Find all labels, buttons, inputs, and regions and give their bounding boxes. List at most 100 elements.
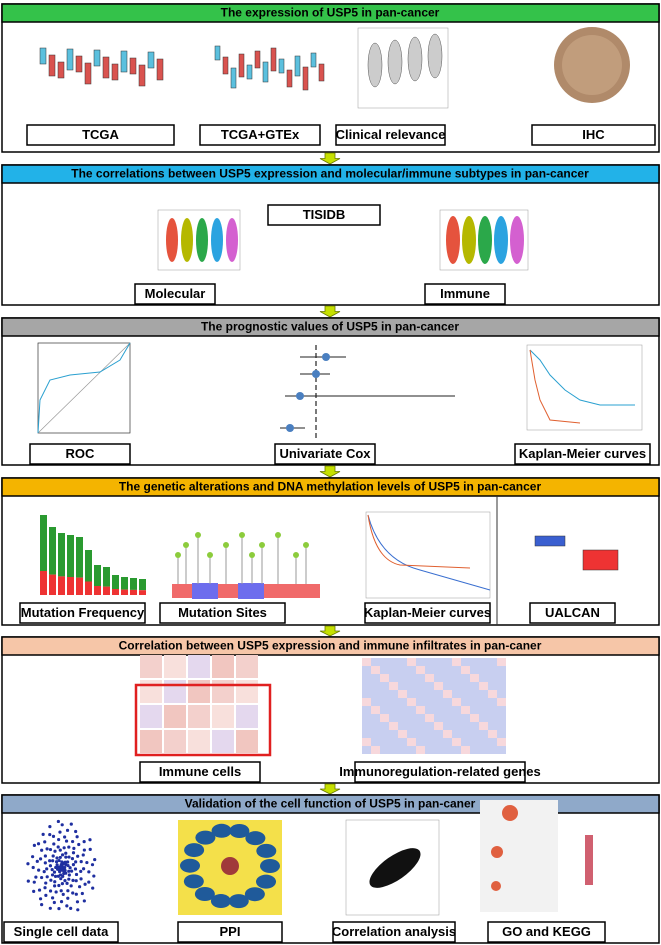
cell (407, 666, 416, 674)
bar (67, 535, 74, 577)
cell (470, 658, 479, 666)
cell (461, 730, 470, 738)
section (1, 477, 660, 626)
label-box (3, 921, 119, 943)
cell (362, 746, 371, 754)
panel-label: Molecular (145, 286, 206, 301)
dot (74, 872, 79, 877)
dot (77, 842, 81, 847)
cell (479, 658, 488, 666)
cell (470, 722, 479, 730)
cloud (369, 848, 421, 888)
cell (236, 680, 258, 703)
cell (407, 746, 416, 754)
highlight (134, 683, 272, 757)
label-box (134, 283, 216, 305)
bar (94, 586, 101, 595)
violin (367, 42, 383, 88)
cell (479, 730, 488, 738)
label-box (424, 283, 506, 305)
dot (57, 858, 61, 863)
dot (53, 849, 57, 853)
dot (32, 843, 36, 848)
box (302, 66, 309, 91)
box (66, 48, 74, 71)
cell (188, 655, 210, 678)
cell (488, 730, 497, 738)
lolly (249, 552, 255, 558)
panel-label: TCGA+GTEx (221, 127, 300, 142)
dot (26, 862, 30, 866)
legend-bar (585, 835, 593, 885)
cell (140, 655, 162, 678)
dot (48, 825, 52, 829)
dot (64, 839, 69, 843)
box (294, 55, 301, 77)
dot (74, 879, 78, 883)
dot (67, 877, 71, 881)
lolly (275, 532, 281, 538)
label-box (332, 921, 456, 943)
cell (479, 746, 488, 754)
cell (407, 730, 416, 738)
cell (164, 705, 186, 728)
dot (72, 846, 76, 850)
lolly (223, 542, 229, 548)
cell (461, 738, 470, 746)
box (582, 549, 619, 571)
cell (362, 738, 371, 746)
cell (461, 746, 470, 754)
bar (76, 537, 83, 578)
cell (416, 738, 425, 746)
section-title: The genetic alterations and DNA methylat… (119, 480, 542, 494)
dot (55, 863, 59, 867)
panel-label: Univariate Cox (279, 446, 371, 461)
cell (371, 658, 380, 666)
dot (75, 900, 80, 904)
dot (54, 860, 59, 864)
dot (32, 889, 36, 893)
bar (112, 575, 119, 589)
dot (64, 871, 68, 875)
bar (103, 567, 110, 587)
section-title: The prognostic values of USP5 in pan-can… (201, 320, 459, 334)
violin (494, 216, 508, 264)
cell (380, 706, 389, 714)
lolly (239, 532, 245, 538)
box (222, 56, 229, 75)
cell (398, 698, 407, 706)
ihc (562, 35, 622, 95)
dot (45, 847, 49, 851)
cell (236, 705, 258, 728)
cell (479, 666, 488, 674)
panel-label: Immune (440, 286, 490, 301)
cell (416, 682, 425, 690)
cell (416, 674, 425, 682)
dot (502, 805, 518, 821)
cell (425, 746, 434, 754)
est (312, 370, 320, 378)
dot (52, 870, 57, 874)
cell (416, 746, 425, 754)
section (1, 317, 660, 466)
dot (38, 897, 43, 901)
bar (130, 589, 137, 595)
panel-label: TISIDB (303, 207, 346, 222)
panel-label: Kaplan-Meier curves (519, 446, 646, 461)
violin (387, 39, 403, 85)
dot (51, 854, 55, 858)
cell (497, 730, 506, 738)
cell (407, 658, 416, 666)
cell (434, 738, 443, 746)
cell (362, 674, 371, 682)
dot (55, 856, 59, 860)
cell (470, 674, 479, 682)
cell (452, 682, 461, 690)
dot (74, 829, 78, 834)
box (138, 64, 146, 87)
dot (57, 883, 61, 888)
dot (56, 874, 60, 878)
bar (40, 515, 47, 571)
cell (425, 706, 434, 714)
cell (497, 714, 506, 722)
